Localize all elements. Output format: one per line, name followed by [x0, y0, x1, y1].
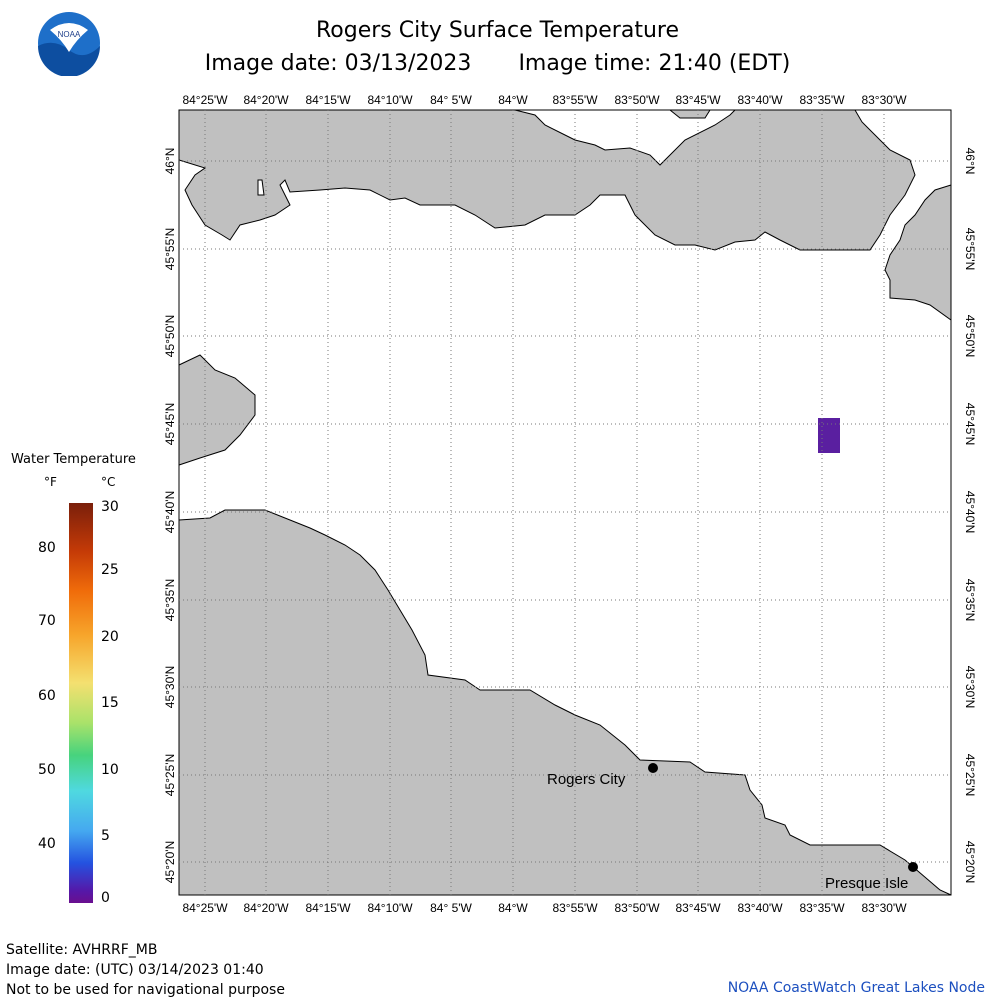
fahrenheit-tick: 60 — [38, 688, 56, 704]
noaa-logo-icon: NOAA — [38, 12, 100, 76]
utc-date-label: Image date: (UTC) 03/14/2023 01:40 — [6, 962, 264, 978]
lat-labels-left: 46°N 45°55'N 45°50'N 45°45'N 45°40'N 45°35'N 4… — [163, 148, 177, 884]
temperature-pixel — [818, 418, 840, 453]
lat-label: 45°45'N — [163, 403, 177, 445]
lon-label: 84°W — [498, 93, 528, 107]
lat-label: 45°30'N — [963, 666, 977, 708]
celsius-tick: 30 — [101, 499, 119, 515]
rogers-city-marker — [648, 763, 658, 773]
lat-label: 46°N — [163, 148, 177, 175]
lat-label: 45°25'N — [163, 754, 177, 796]
fahrenheit-tick: 50 — [38, 762, 56, 778]
lon-label: 84° 5'W — [430, 901, 472, 915]
lat-label: 45°35'N — [163, 579, 177, 621]
lat-label: 45°40'N — [963, 491, 977, 533]
land-north — [178, 109, 916, 251]
lon-label: 83°55'W — [552, 901, 598, 915]
unit-celsius: °C — [101, 475, 116, 489]
noaa-logo-text: NOAA — [58, 30, 81, 39]
lat-label: 45°35'N — [963, 579, 977, 621]
lon-label: 84°20'W — [243, 901, 289, 915]
land-east — [884, 184, 952, 321]
fahrenheit-tick: 40 — [38, 836, 56, 852]
image-date: Image date: 03/13/2023 — [204, 51, 472, 76]
celsius-tick: 15 — [101, 695, 119, 711]
lon-label: 83°40'W — [737, 901, 783, 915]
lat-label: 45°20'N — [963, 841, 977, 883]
legend-title: Water Temperature — [11, 452, 136, 467]
temperature-colorbar — [69, 503, 93, 903]
celsius-tick: 25 — [101, 562, 119, 578]
lon-label: 84°10'W — [367, 93, 413, 107]
satellite-label: Satellite: AVHRRF_MB — [6, 942, 158, 958]
fahrenheit-tick: 80 — [38, 540, 56, 556]
lon-labels-top: 84°25'W 84°20'W 84°15'W 84°10'W 84° 5'W 84°W 8… — [182, 93, 907, 107]
lon-label: 84°20'W — [243, 93, 289, 107]
lon-label: 83°35'W — [799, 93, 845, 107]
lat-label: 45°50'N — [163, 315, 177, 357]
lon-label: 83°50'W — [614, 901, 660, 915]
lat-label: 45°55'N — [963, 228, 977, 270]
island-top — [668, 109, 711, 119]
image-datetime: Image date: 03/13/2023 Image time: 21:40… — [0, 51, 995, 76]
lon-label: 83°30'W — [861, 93, 907, 107]
lon-label: 83°55'W — [552, 93, 598, 107]
lon-label: 84°25'W — [182, 901, 228, 915]
lon-label: 84° 5'W — [430, 93, 472, 107]
credit-label: NOAA CoastWatch Great Lakes Node — [727, 980, 985, 996]
celsius-tick: 5 — [101, 828, 110, 844]
land-west-island — [178, 354, 256, 466]
lon-label: 83°40'W — [737, 93, 783, 107]
lon-label: 83°35'W — [799, 901, 845, 915]
celsius-tick: 20 — [101, 629, 119, 645]
image-time: Image time: 21:40 (EDT) — [518, 51, 791, 76]
gridlines — [179, 110, 951, 895]
lat-label: 46°N — [963, 148, 977, 175]
footer-info: Satellite: AVHRRF_MB Image date: (UTC) 0… — [6, 940, 285, 1000]
inland-lake — [257, 179, 265, 196]
celsius-tick: 10 — [101, 762, 119, 778]
lon-label: 83°30'W — [861, 901, 907, 915]
lat-label: 45°25'N — [963, 754, 977, 796]
lat-label: 45°55'N — [163, 228, 177, 270]
disclaimer: Not to be used for navigational purpose — [6, 982, 285, 998]
celsius-tick: 0 — [101, 890, 110, 906]
lat-label: 45°45'N — [963, 403, 977, 445]
lon-label: 84°25'W — [182, 93, 228, 107]
lon-label: 84°15'W — [305, 93, 351, 107]
land-south — [178, 509, 952, 896]
map-title: Rogers City Surface Temperature — [315, 18, 680, 43]
lon-label: 84°W — [498, 901, 528, 915]
rogers-city-label: Rogers City — [547, 771, 626, 788]
lon-label: 83°50'W — [614, 93, 660, 107]
presque-isle-marker — [908, 862, 918, 872]
lat-label: 45°20'N — [163, 841, 177, 883]
lon-label: 84°15'W — [305, 901, 351, 915]
lon-label: 83°45'W — [675, 93, 721, 107]
lon-labels-bottom: 84°25'W 84°20'W 84°15'W 84°10'W 84° 5'W 84°W 8… — [182, 901, 907, 915]
lon-label: 83°45'W — [675, 901, 721, 915]
lat-label: 45°30'N — [163, 666, 177, 708]
fahrenheit-tick: 70 — [38, 613, 56, 629]
lon-label: 84°10'W — [367, 901, 413, 915]
lat-labels-right: 46°N 45°55'N 45°50'N 45°45'N 45°40'N 45°35'N 4… — [963, 148, 977, 884]
unit-fahrenheit: °F — [44, 475, 57, 489]
presque-isle-label: Presque Isle — [825, 875, 908, 892]
lat-label: 45°50'N — [963, 315, 977, 357]
lat-label: 45°40'N — [163, 491, 177, 533]
